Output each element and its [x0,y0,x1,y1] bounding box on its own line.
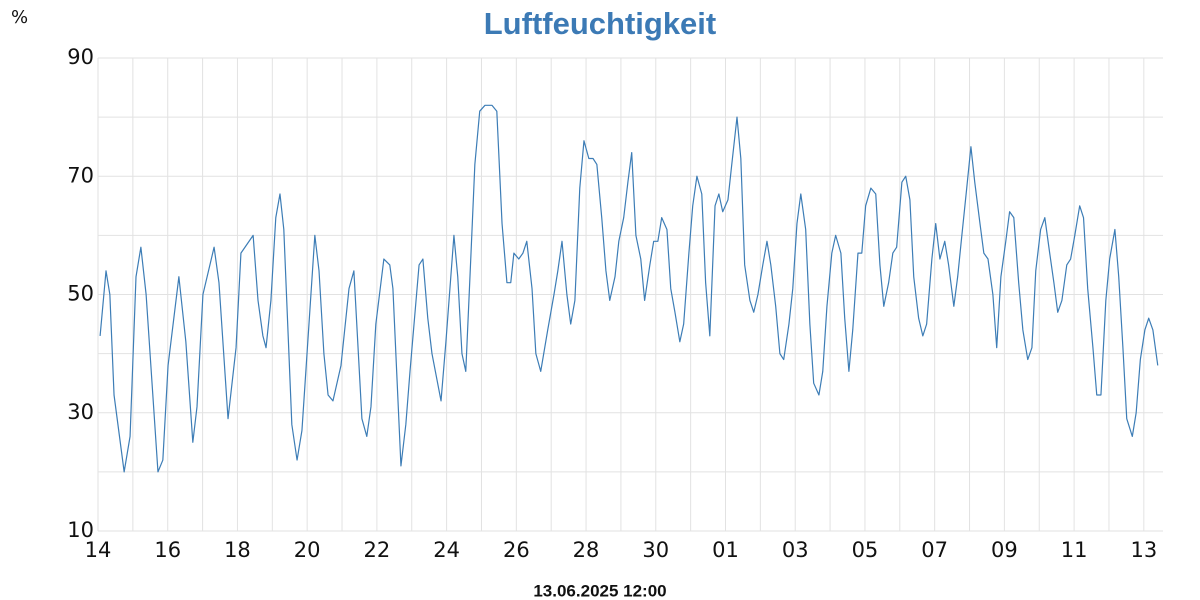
x-tick-label: 05 [852,538,879,562]
x-tick-label: 09 [991,538,1018,562]
y-tick-label: 90 [67,45,94,69]
x-tick-label: 14 [85,538,112,562]
x-tick-label: 20 [294,538,321,562]
x-tick-label: 18 [224,538,251,562]
x-tick-label: 16 [154,538,181,562]
x-tick-label: 26 [503,538,530,562]
chart-title: Luftfeuchtigkeit [484,6,717,41]
x-tick-label: 28 [573,538,600,562]
y-tick-label: 50 [67,282,94,306]
y-axis-label: % [11,7,28,28]
y-tick-label: 30 [67,400,94,424]
y-tick-label: 70 [67,163,94,187]
x-tick-label: 30 [642,538,669,562]
x-tick-label: 13 [1130,538,1157,562]
data-line [99,104,1159,473]
x-tick-label: 22 [364,538,391,562]
y-tick-label: 10 [67,518,94,542]
x-tick-label: 03 [782,538,809,562]
x-tick-label: 07 [921,538,948,562]
x-tick-label: 11 [1061,538,1088,562]
subtitle: 13.06.2025 12:00 [533,581,666,600]
x-tick-label: 01 [712,538,739,562]
x-tick-label: 24 [433,538,460,562]
